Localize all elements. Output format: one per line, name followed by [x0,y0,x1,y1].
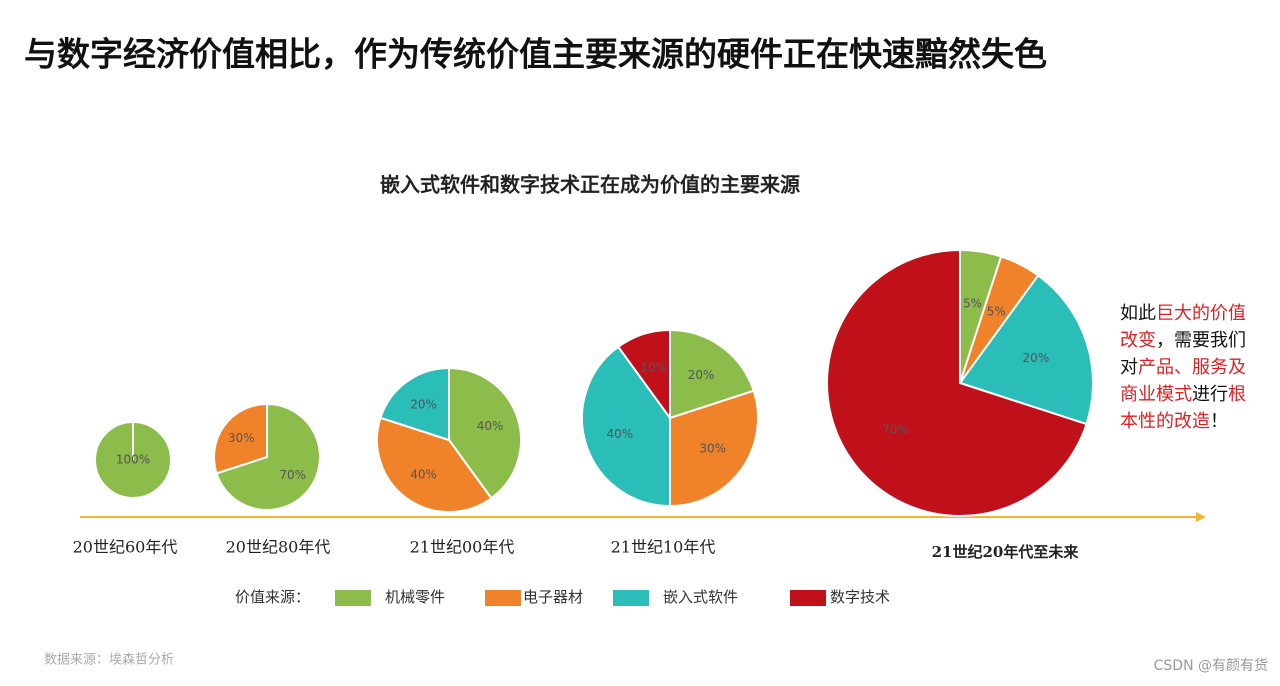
legend-entry: 电子器材 [523,588,583,606]
slice-label: 100% [116,453,150,467]
pie-slice [669,389,759,508]
source: 数据来源：埃森哲分析 [44,653,174,668]
pie-slice [581,345,671,508]
slice-label: 5% [987,304,1006,318]
slice-label: 70% [279,468,306,482]
headline: 与数字经济价值相比，作为传统价值主要来源的硬件正在快速黯然失色 [24,35,1047,74]
slice-label: 30% [228,431,255,445]
note-text: 进行 [1192,384,1228,405]
legend-swatch [613,590,649,606]
legend-entry: 嵌入式软件 [663,588,738,606]
slice-label: 40% [606,427,633,441]
slice-label: 40% [477,419,504,433]
note-text: 产品、服务及商业模式 [1120,357,1246,405]
slice-label: 30% [699,442,726,456]
note-text: ！ [1210,411,1228,432]
period-label: 20世纪80年代 [226,538,331,557]
slice-label: 20% [1023,351,1050,365]
pie-slice [448,366,522,500]
pie-slice [958,274,1094,426]
watermark: CSDN @有颜有货 [1154,657,1268,674]
period-label: 20世纪60年代 [73,538,178,557]
pie-slice [376,416,493,513]
pie-slice [826,248,1088,517]
slice-label: 5% [963,297,982,311]
legend-swatch [485,590,521,606]
pie-slice [215,402,321,511]
legend-swatch [790,590,826,606]
note-text: 如此 [1120,303,1156,324]
legend-swatch [335,590,371,606]
period-label: 21世纪00年代 [410,538,515,557]
slice-label: 40% [410,467,437,481]
pie-slice [379,366,450,442]
timeline-arrow [1196,512,1206,522]
legend-entry: 机械零件 [385,588,445,606]
pie-slice [669,328,755,420]
note-text: 根本性的改造 [1120,384,1246,432]
note-text: ，需要我们对 [1120,330,1246,378]
slice-label: 70% [882,422,909,436]
slice-label: 10% [640,360,667,374]
legend-entry: 数字技术 [830,588,890,606]
pie-slice [616,328,671,422]
note-text: 巨大的价值改变 [1120,303,1246,351]
period-label: 21世纪10年代 [611,538,716,557]
legend-label: 价值来源： [235,588,310,606]
period-label: 21世纪20年代至未来 [932,543,1080,561]
slice-label: 20% [688,368,715,382]
side-note: 如此巨大的价值改变，需要我们对产品、服务及商业模式进行根本性的改造！ [1120,300,1260,435]
slice-label: 20% [410,398,437,412]
subtitle: 嵌入式软件和数字技术正在成为价值的主要来源 [380,173,800,197]
pie-slice [213,402,268,475]
